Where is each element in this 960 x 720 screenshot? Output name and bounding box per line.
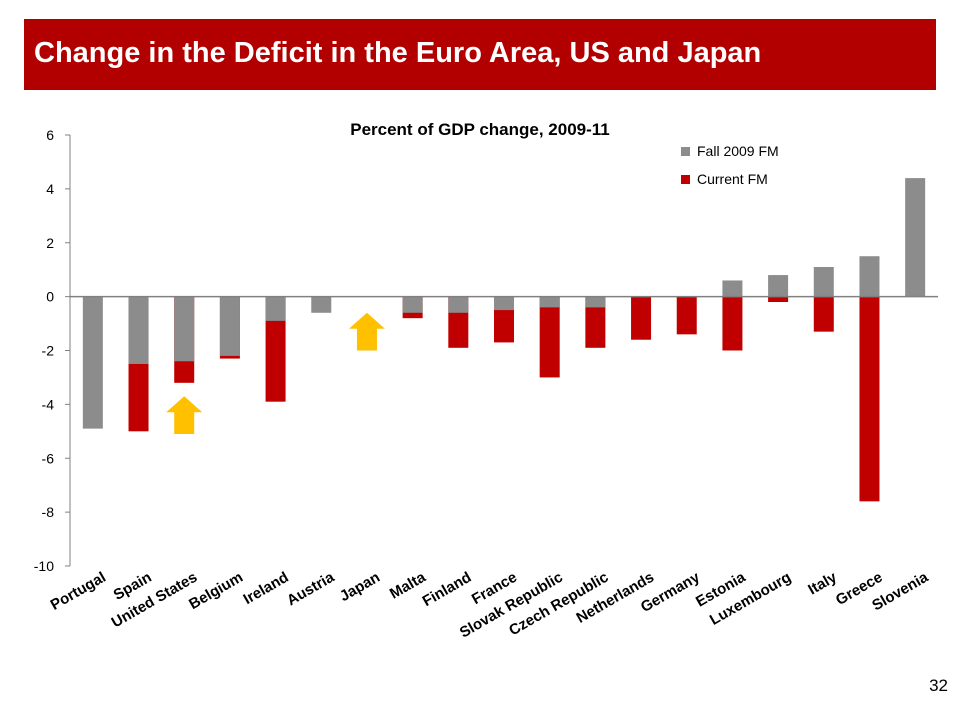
x-tick-label-japan: Japan xyxy=(337,569,383,605)
bar-current-fm-netherlands xyxy=(631,296,652,340)
axes-group: 6 4 2 0 -2 -4 -6 -8 -10 xyxy=(34,127,938,574)
bar-fall-2009-fm-slovak-republic xyxy=(539,296,560,308)
x-tick-label-austria: Austria xyxy=(284,568,338,609)
x-tick-label-finland: Finland xyxy=(420,569,475,610)
bar-current-fm-greece xyxy=(859,296,880,502)
bar-fall-2009-fm-spain xyxy=(128,296,149,364)
y-tick-label: -2 xyxy=(42,343,55,359)
y-tick-label: 6 xyxy=(46,127,54,143)
bar-fall-2009-fm-luxembourg xyxy=(768,275,789,297)
bar-current-fm-germany xyxy=(676,296,697,335)
x-tick-label-portugal: Portugal xyxy=(48,569,109,614)
y-tick-label: -4 xyxy=(42,396,55,412)
bar-fall-2009-fm-portugal xyxy=(82,296,103,429)
legend-swatch-fall-2009-fm xyxy=(681,147,690,156)
legend-label-fall-2009-fm: Fall 2009 FM xyxy=(697,143,779,159)
up-arrow-icon-united-states xyxy=(166,396,203,435)
bar-current-fm-italy xyxy=(813,296,834,332)
x-tick-label-ireland: Ireland xyxy=(240,569,291,608)
bar-fall-2009-fm-malta xyxy=(402,296,423,313)
chart-title: Percent of GDP change, 2009-11 xyxy=(350,120,610,139)
y-tick-label: -8 xyxy=(42,504,55,520)
y-tick-label: -10 xyxy=(34,558,54,574)
bar-current-fm-luxembourg xyxy=(768,296,789,303)
bar-fall-2009-fm-estonia xyxy=(722,280,743,297)
title-bar: Change in the Deficit in the Euro Area, … xyxy=(24,19,936,90)
y-tick-label: -6 xyxy=(42,450,55,466)
page-number: 32 xyxy=(929,676,948,695)
y-tick-label: 4 xyxy=(46,181,54,197)
slide-title: Change in the Deficit in the Euro Area, … xyxy=(34,37,762,69)
legend: Fall 2009 FM Current FM xyxy=(681,143,779,187)
bar-current-fm-slovak-republic xyxy=(539,296,560,378)
bar-fall-2009-fm-slovenia xyxy=(905,178,926,297)
bar-current-fm-ireland xyxy=(265,296,286,402)
legend-label-current-fm: Current FM xyxy=(697,171,768,187)
bar-fall-2009-fm-ireland xyxy=(265,296,286,321)
y-tick-label: 0 xyxy=(46,289,54,305)
bar-current-fm-estonia xyxy=(722,296,743,351)
up-arrow-icon-japan xyxy=(348,312,385,351)
bar-fall-2009-fm-united-states xyxy=(174,296,195,362)
bar-fall-2009-fm-france xyxy=(494,296,514,311)
bar-fall-2009-fm-czech-republic xyxy=(585,296,606,308)
annotations-group xyxy=(166,312,385,435)
legend-swatch-current-fm xyxy=(681,175,690,184)
bar-fall-2009-fm-austria xyxy=(311,296,332,313)
bars-group xyxy=(82,178,926,502)
bar-fall-2009-fm-belgium xyxy=(219,296,240,356)
bar-current-fm-czech-republic xyxy=(585,296,606,348)
y-tick-label: 2 xyxy=(46,235,54,251)
bar-fall-2009-fm-italy xyxy=(813,266,834,297)
bar-fall-2009-fm-finland xyxy=(448,296,469,313)
bar-fall-2009-fm-greece xyxy=(859,256,880,297)
